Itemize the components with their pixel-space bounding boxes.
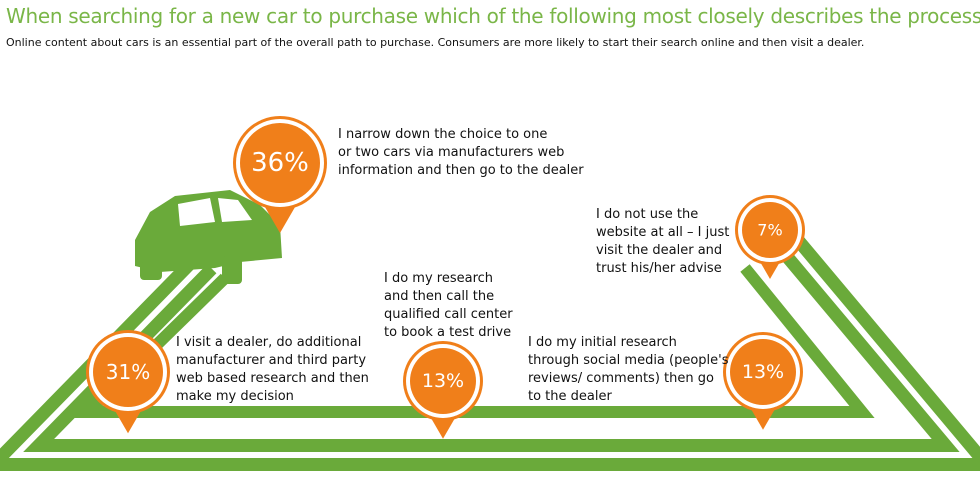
- pin-core: [240, 123, 320, 203]
- pin: 13%: [723, 332, 803, 430]
- percent: 13%: [742, 361, 784, 383]
- pin: 7%: [735, 195, 805, 279]
- description: I do not use the website at all – I just v…: [596, 206, 729, 278]
- line: website at all – I just: [596, 225, 730, 240]
- title: When searching for a new car to purchase…: [6, 4, 980, 28]
- line: to the dealer: [528, 389, 612, 404]
- pin: 13%: [403, 341, 483, 439]
- percent: 31%: [106, 360, 150, 384]
- pin-core: [742, 202, 798, 258]
- percent: 13%: [422, 370, 464, 392]
- car: [135, 190, 282, 284]
- line: visit the dealer and: [596, 243, 723, 258]
- line: I do my research: [384, 271, 494, 286]
- line: I do my initial research: [528, 335, 677, 350]
- line: or two cars via manufacturers web: [338, 145, 565, 160]
- line: to book a test drive: [384, 325, 512, 340]
- pin-core: [730, 339, 796, 405]
- line: make my decision: [176, 389, 294, 404]
- line: I do not use the: [596, 207, 699, 222]
- description: I narrow down the choice to one or two ca…: [338, 126, 584, 180]
- description: I do my research and then call the qualifi…: [384, 270, 513, 342]
- line: I visit a dealer, do additional: [176, 335, 362, 350]
- line: trust his/her advise: [596, 261, 722, 276]
- pin: 31%: [86, 330, 170, 434]
- line: and then call the: [384, 289, 495, 304]
- pin: 36%: [233, 116, 327, 233]
- pin-core: [410, 348, 476, 414]
- line: information and then go to the dealer: [338, 163, 584, 178]
- line: manufacturer and third party: [176, 353, 367, 368]
- line: web based research and then: [176, 371, 369, 386]
- line: through social media (people's: [528, 353, 729, 368]
- line: I narrow down the choice to one: [338, 127, 548, 142]
- percent: 7%: [757, 221, 782, 240]
- description: I do my initial research through social m…: [528, 334, 729, 406]
- line: reviews/ comments) then go: [528, 371, 714, 386]
- subtitle: Online content about cars is an essentia…: [6, 36, 865, 49]
- description: I visit a dealer, do additional manufactu…: [176, 334, 369, 406]
- line: qualified call center: [384, 307, 513, 322]
- percent: 36%: [251, 148, 309, 178]
- pin-core: [93, 337, 163, 407]
